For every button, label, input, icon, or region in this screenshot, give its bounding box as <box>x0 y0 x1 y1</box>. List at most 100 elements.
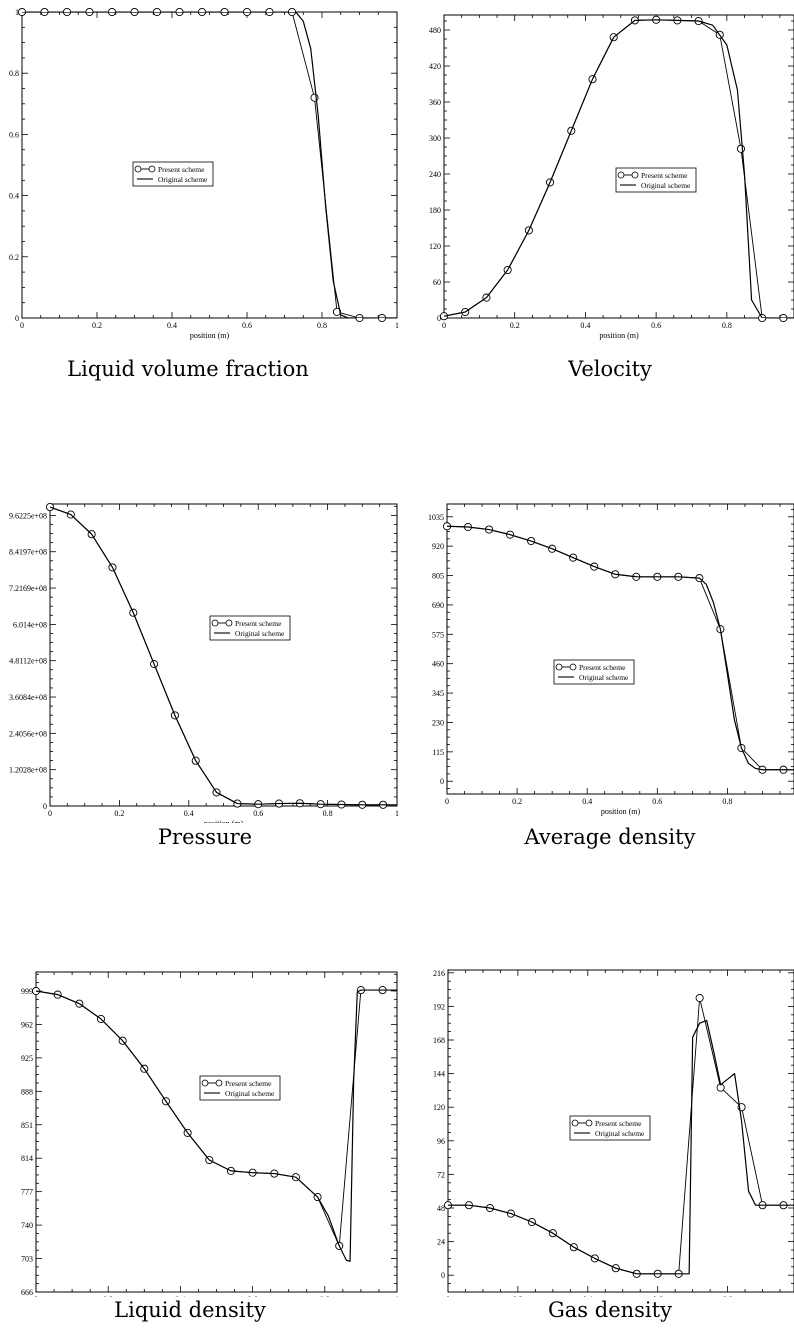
x-axis-label: position (m) <box>601 807 641 816</box>
x-tick-label: 0.6 <box>253 809 263 818</box>
chart-average-density: 0 0.2 0.4 0.6 0.8 0 115 230 345 460 575 690 805 920 10… <box>428 503 794 816</box>
y-tick-label: 480 <box>429 26 441 35</box>
x-tick-label: 0.4 <box>582 797 592 806</box>
y-tick-label: 96 <box>437 1137 445 1146</box>
legend-box <box>132 161 214 187</box>
series-line-present-scheme <box>36 989 383 1247</box>
y-tick-label: 690 <box>432 601 444 610</box>
x-tick-label: 0.8 <box>722 797 732 806</box>
series-line-original-scheme <box>448 1019 794 1275</box>
y-tick-label: 0 <box>437 314 441 323</box>
x-tick-label: 0.4 <box>167 321 177 330</box>
legend-box <box>569 1115 651 1141</box>
y-tick-label: 703 <box>21 1255 33 1264</box>
y-tick-label: 4.8112e+08 <box>9 657 47 666</box>
y-tick-label: 6.014e+08 <box>13 620 47 629</box>
y-tick-label: 925 <box>21 1054 33 1063</box>
legend-marker-present-scheme <box>225 619 233 627</box>
y-tick-label: 60 <box>433 278 441 287</box>
x-tick-label: 0 <box>445 797 449 806</box>
legend-label-present-scheme: Present scheme <box>158 165 205 174</box>
legend-marker-present-scheme <box>585 1119 593 1127</box>
legend-box <box>553 659 635 685</box>
y-tick-label: 120 <box>433 1103 445 1112</box>
legend-marker-present-scheme <box>215 1079 223 1087</box>
chart-velocity: 0 0.2 0.4 0.6 0.8 0 60 120 180 240 300 360 420 480 pos… <box>429 14 794 340</box>
y-tick-label: 0.8 <box>9 69 19 78</box>
x-tick-label: 0.2 <box>513 1295 523 1297</box>
series-line-original-scheme <box>22 12 397 318</box>
legend-label-original-scheme: Original scheme <box>595 1129 645 1138</box>
chart-caption: Velocity <box>568 357 652 381</box>
legend-label-present-scheme: Present scheme <box>595 1119 642 1128</box>
y-tick-label: 216 <box>433 969 445 978</box>
y-tick-label: 115 <box>432 748 444 757</box>
x-tick-label: 1 <box>395 1295 399 1297</box>
legend-marker-present-scheme <box>569 663 577 671</box>
y-tick-label: 920 <box>432 542 444 551</box>
legend-label-original-scheme: Original scheme <box>158 175 208 184</box>
x-axis-label: position (m) <box>204 819 244 823</box>
plot-frame <box>443 14 794 319</box>
series-line-original-scheme <box>36 989 397 1262</box>
x-tick-label: 0.6 <box>652 797 662 806</box>
chart-gas-density: 00.20.40.60.8024487296120144168192216pos… <box>433 969 794 1297</box>
x-tick-label: 0.4 <box>184 809 194 818</box>
y-tick-label: 0.2 <box>9 253 19 262</box>
legend-marker-present-scheme <box>148 165 156 173</box>
legend-marker-present-scheme <box>571 1119 579 1127</box>
y-tick-label: 0.6 <box>9 130 19 139</box>
x-tick-label: 0 <box>34 1295 38 1297</box>
y-tick-label: 48 <box>437 1204 445 1213</box>
y-tick-label: 24 <box>437 1238 445 1247</box>
chart-caption: Pressure <box>157 825 253 849</box>
y-tick-label: 192 <box>433 1002 445 1011</box>
y-tick-label: 9.6225e+08 <box>9 511 47 520</box>
y-tick-label: 8.4197e+08 <box>9 548 47 557</box>
plot-frame <box>35 971 398 1293</box>
y-tick-label: 300 <box>429 134 441 143</box>
x-tick-label: 0.8 <box>723 1295 733 1297</box>
x-tick-label: 0.2 <box>103 1295 113 1297</box>
x-tick-label: 0.8 <box>722 321 732 330</box>
y-tick-label: 805 <box>432 572 444 581</box>
legend-label-original-scheme: Original scheme <box>579 673 629 682</box>
data-point-present-scheme <box>45 502 55 512</box>
y-tick-label: 1035 <box>428 513 444 522</box>
y-tick-label: 666 <box>21 1288 33 1297</box>
x-tick-label: 0.2 <box>114 809 124 818</box>
x-tick-label: 0 <box>20 321 24 330</box>
x-tick-label: 0.2 <box>92 321 102 330</box>
x-tick-label: 0.6 <box>248 1295 258 1297</box>
x-axis-label: position (m) <box>190 331 230 340</box>
legend-box <box>199 1075 281 1101</box>
series-line-original-scheme <box>444 19 794 318</box>
plot-frame <box>447 969 794 1293</box>
legend-marker-present-scheme <box>617 171 625 179</box>
y-tick-label: 740 <box>21 1221 33 1230</box>
y-tick-label: 962 <box>21 1020 33 1029</box>
y-tick-label: 0 <box>43 802 47 811</box>
chart-caption: Liquid density <box>114 1298 266 1322</box>
y-tick-label: 360 <box>429 98 441 107</box>
x-tick-label: 0.2 <box>510 321 520 330</box>
chart-pressure: 0 0.2 0.4 0.6 0.8 1 0 1.2028e+08 2.4056e+08 3.608… <box>9 502 399 823</box>
y-tick-label: 0 <box>441 1271 445 1280</box>
y-tick-label: 120 <box>429 242 441 251</box>
y-tick-label: 999 <box>21 987 33 996</box>
legend-box <box>615 167 697 193</box>
x-tick-label: 0.4 <box>175 1295 185 1297</box>
y-tick-label: 460 <box>432 660 444 669</box>
y-tick-label: 240 <box>429 170 441 179</box>
y-tick-label: 3.6084e+08 <box>9 693 47 702</box>
y-tick-label: 851 <box>21 1121 33 1130</box>
legend-label-present-scheme: Present scheme <box>579 663 626 672</box>
y-tick-label: 7.2169e+08 <box>9 584 47 593</box>
y-tick-label: 777 <box>21 1188 33 1197</box>
legend-marker-present-scheme <box>555 663 563 671</box>
chart-liquid-density: 0 0.2 0.4 0.6 0.8 1 666 703 740 777 814 851 888 925 96… <box>21 971 399 1297</box>
x-tick-label: 0.4 <box>580 321 590 330</box>
y-tick-label: 0 <box>440 777 444 786</box>
legend-marker-present-scheme <box>631 171 639 179</box>
y-tick-label: 144 <box>433 1070 445 1079</box>
